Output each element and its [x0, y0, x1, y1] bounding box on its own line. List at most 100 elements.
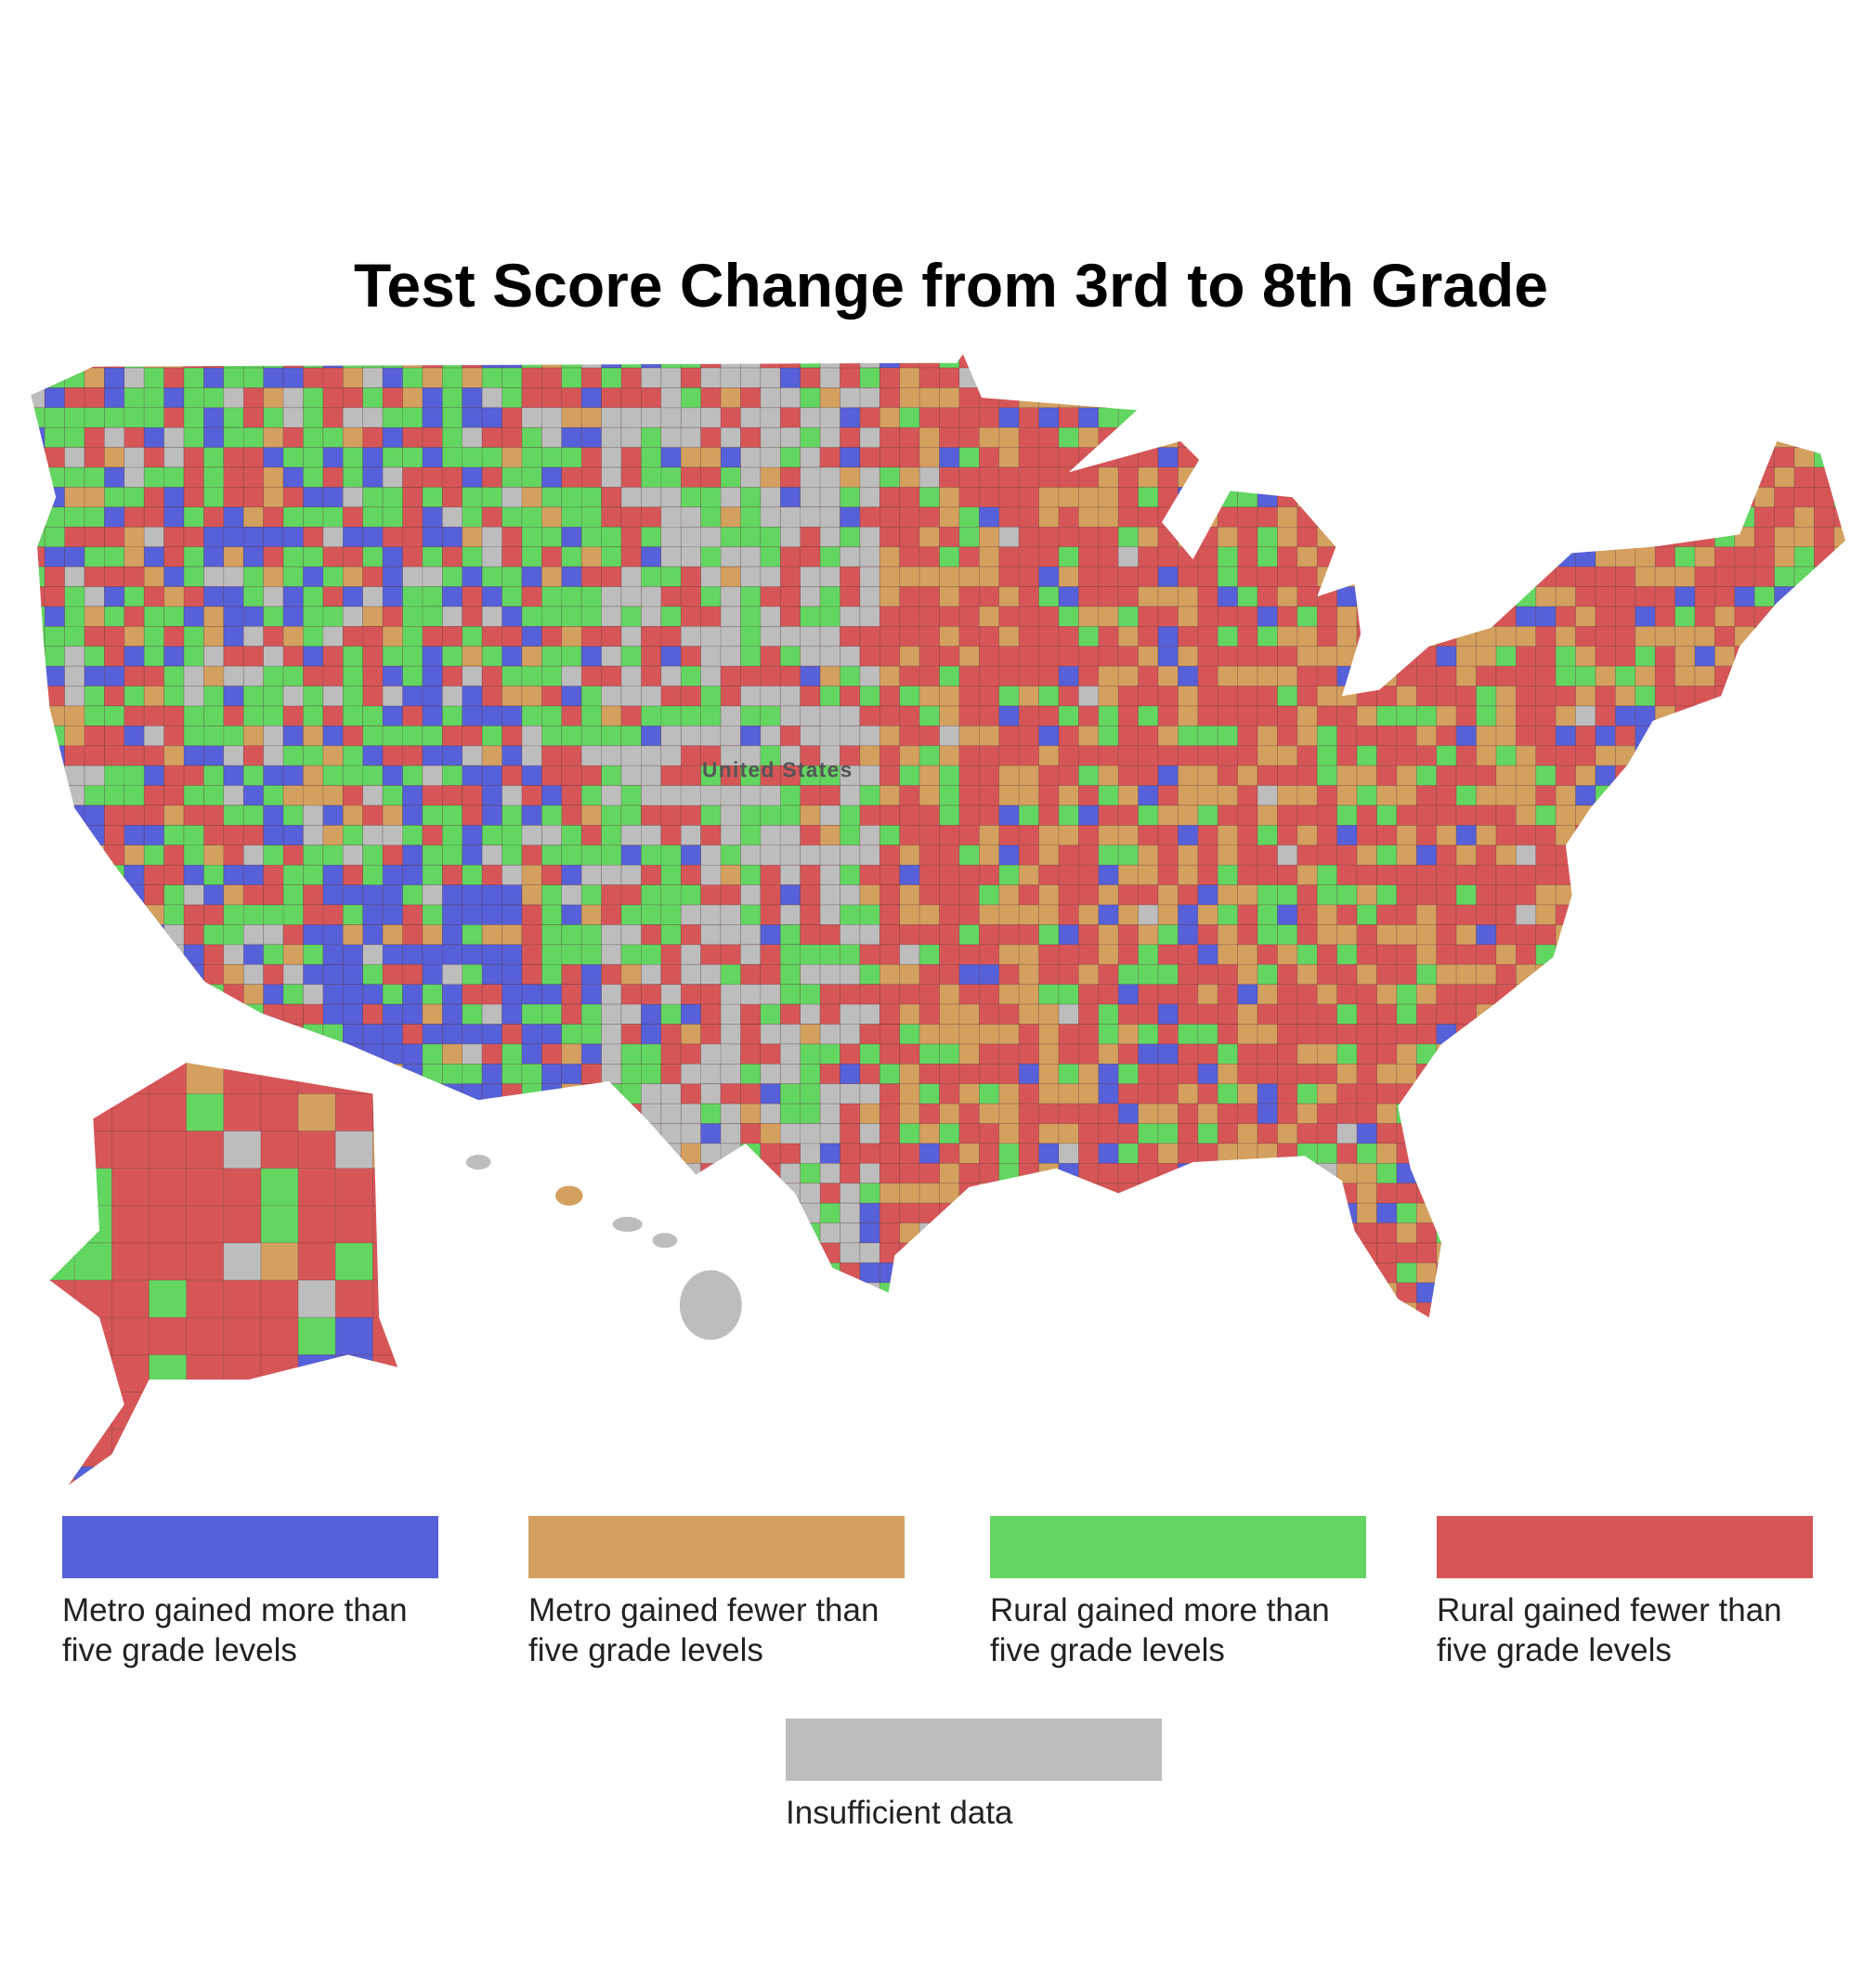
county	[124, 1003, 145, 1025]
county	[242, 864, 264, 885]
county	[1455, 526, 1477, 548]
county	[979, 1103, 1000, 1124]
county	[1674, 354, 1696, 369]
county	[31, 447, 46, 468]
county	[1336, 1003, 1358, 1025]
county	[541, 1301, 563, 1318]
county	[1654, 1043, 1675, 1065]
county	[362, 566, 384, 587]
county	[1157, 387, 1179, 409]
county	[1098, 1143, 1119, 1164]
county	[979, 1183, 1000, 1204]
county	[580, 944, 602, 965]
county	[580, 705, 602, 726]
county	[1078, 1222, 1100, 1244]
county	[660, 1024, 682, 1045]
county	[1117, 1083, 1139, 1105]
county	[740, 387, 762, 409]
county	[1356, 586, 1377, 608]
county	[183, 646, 204, 667]
county	[1535, 825, 1557, 846]
county	[859, 1063, 880, 1085]
county	[282, 804, 304, 826]
county	[779, 924, 801, 946]
county	[303, 1024, 324, 1045]
county	[840, 1282, 861, 1303]
county	[521, 1242, 542, 1263]
county	[183, 984, 204, 1005]
county	[1018, 726, 1039, 747]
county	[840, 1083, 861, 1105]
county	[899, 626, 920, 647]
county	[1138, 646, 1159, 667]
county	[242, 526, 264, 548]
county	[580, 1282, 602, 1303]
county	[998, 1143, 1020, 1164]
county	[1734, 745, 1755, 766]
county	[1615, 745, 1636, 766]
county	[900, 1323, 919, 1342]
county	[740, 884, 762, 906]
county	[31, 686, 46, 707]
county	[1018, 825, 1039, 846]
county	[31, 354, 46, 369]
county	[601, 904, 622, 925]
county	[1714, 387, 1736, 409]
county	[1138, 984, 1159, 1005]
county	[362, 705, 384, 726]
county	[1694, 546, 1715, 568]
county	[1098, 785, 1119, 806]
county	[1138, 884, 1159, 906]
county	[1336, 825, 1358, 846]
county	[1356, 546, 1377, 568]
county	[1436, 844, 1457, 866]
county	[1774, 646, 1795, 667]
county	[441, 924, 463, 946]
county	[1635, 586, 1656, 608]
county	[1178, 466, 1199, 488]
county	[183, 745, 204, 766]
county	[1516, 1123, 1537, 1144]
county	[342, 844, 364, 866]
county	[1197, 1262, 1218, 1284]
county	[402, 1003, 423, 1025]
county	[521, 1123, 563, 1164]
county	[680, 626, 701, 647]
county	[879, 1043, 901, 1065]
county	[1774, 1103, 1795, 1124]
county	[800, 1083, 821, 1105]
county	[104, 984, 125, 1005]
county	[641, 1143, 662, 1164]
county	[1595, 1003, 1616, 1025]
county	[1714, 1163, 1736, 1184]
county	[1138, 1202, 1159, 1223]
county	[1714, 904, 1736, 925]
county	[1694, 1123, 1715, 1144]
county	[1396, 825, 1417, 846]
county	[939, 844, 960, 866]
county	[1138, 785, 1159, 806]
county	[680, 354, 701, 369]
county	[1714, 407, 1736, 428]
county	[580, 904, 602, 925]
county	[1476, 1103, 1497, 1124]
county	[1415, 1242, 1438, 1263]
county	[1058, 844, 1079, 866]
county	[84, 705, 105, 726]
county	[1694, 1143, 1715, 1164]
county	[1555, 354, 1576, 369]
county	[1058, 466, 1079, 488]
county	[1396, 804, 1417, 826]
county	[303, 487, 324, 508]
county	[879, 1323, 899, 1342]
county	[1117, 1043, 1139, 1065]
county	[422, 606, 443, 627]
county	[800, 804, 821, 826]
county	[840, 686, 861, 707]
county	[362, 984, 384, 1005]
county	[1098, 367, 1119, 388]
borough	[372, 1168, 398, 1207]
county	[1078, 367, 1100, 388]
county	[1476, 606, 1497, 627]
county	[1575, 1043, 1596, 1065]
